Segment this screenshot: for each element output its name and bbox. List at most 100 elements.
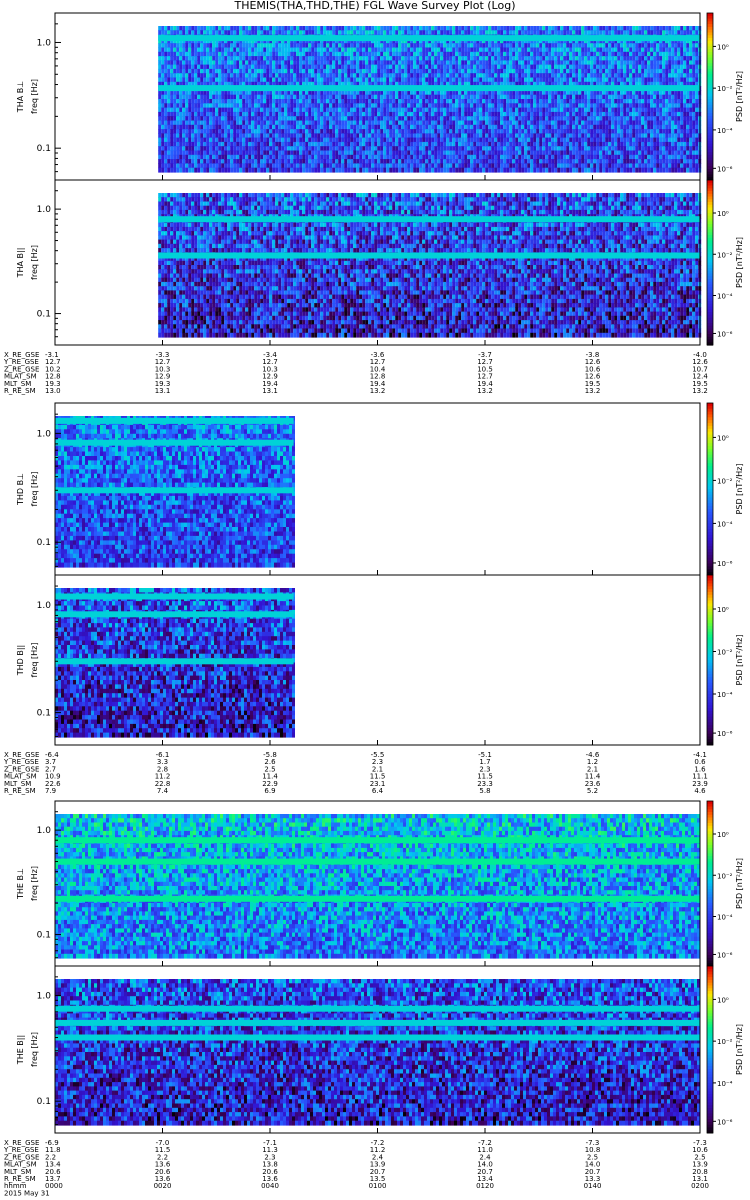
psd-cell (239, 146, 242, 151)
psd-cell (173, 65, 176, 70)
psd-cell (416, 121, 419, 126)
psd-cell (389, 103, 392, 108)
psd-cell (209, 112, 212, 117)
psd-cell (326, 60, 329, 65)
psd-cell (188, 142, 191, 147)
psd-cell (170, 60, 173, 65)
psd-cell (362, 151, 365, 156)
psd-cell (293, 103, 296, 108)
psd-cell (182, 129, 185, 134)
psd-cell (314, 146, 317, 151)
psd-cell (275, 108, 278, 113)
psd-cell (350, 48, 353, 53)
psd-cell (236, 121, 239, 126)
psd-cell (185, 159, 188, 164)
psd-cell (242, 65, 245, 70)
psd-cell (158, 159, 161, 164)
psd-cell (206, 125, 209, 130)
psd-cell (362, 52, 365, 57)
psd-cell (401, 26, 404, 31)
psd-cell (398, 99, 401, 104)
psd-cell (350, 60, 353, 65)
psd-cell (404, 129, 407, 134)
psd-cell (338, 60, 341, 65)
psd-cell (338, 56, 341, 61)
psd-cell (368, 138, 371, 143)
psd-cell (371, 95, 374, 100)
psd-cell (278, 108, 281, 113)
psd-cell (335, 69, 338, 74)
psd-cell (296, 26, 299, 31)
psd-cell (176, 43, 179, 48)
psd-cell (188, 60, 191, 65)
psd-cell (401, 121, 404, 126)
psd-cell (392, 116, 395, 121)
psd-cell (194, 95, 197, 100)
psd-cell (233, 90, 236, 95)
psd-cell (236, 78, 239, 83)
psd-cell (377, 151, 380, 156)
psd-cell (302, 95, 305, 100)
psd-cell (275, 73, 278, 78)
psd-cell (362, 168, 365, 173)
psd-cell (182, 60, 185, 65)
psd-cell (281, 48, 284, 53)
psd-cell (164, 95, 167, 100)
psd-cell (233, 103, 236, 108)
psd-cell (275, 146, 278, 151)
psd-cell (347, 65, 350, 70)
psd-cell (398, 116, 401, 121)
psd-cell (209, 48, 212, 53)
psd-cell (194, 151, 197, 156)
psd-cell (344, 60, 347, 65)
psd-cell (338, 133, 341, 138)
psd-cell (389, 146, 392, 151)
psd-cell (380, 133, 383, 138)
psd-cell (200, 129, 203, 134)
psd-cell (200, 78, 203, 83)
psd-cell (398, 26, 401, 31)
psd-cell (203, 108, 206, 113)
psd-cell (191, 151, 194, 156)
psd-cell (389, 52, 392, 57)
psd-cell (185, 121, 188, 126)
psd-cell (239, 116, 242, 121)
psd-cell (269, 108, 272, 113)
psd-cell (323, 65, 326, 70)
psd-cell (218, 99, 221, 104)
psd-cell (278, 56, 281, 61)
psd-cell (329, 73, 332, 78)
psd-cell (389, 95, 392, 100)
psd-cell (302, 103, 305, 108)
psd-cell (233, 65, 236, 70)
psd-cell (263, 103, 266, 108)
psd-cell (266, 65, 269, 70)
psd-cell (203, 30, 206, 35)
psd-cell (419, 129, 422, 134)
psd-cell (263, 60, 266, 65)
psd-cell (377, 133, 380, 138)
psd-cell (353, 95, 356, 100)
psd-cell (359, 69, 362, 74)
psd-cell (227, 26, 230, 31)
psd-cell (419, 151, 422, 156)
psd-cell (392, 56, 395, 61)
psd-cell (419, 52, 422, 57)
psd-cell (209, 108, 212, 113)
psd-cell (173, 133, 176, 138)
psd-cell (206, 168, 209, 173)
psd-cell (383, 56, 386, 61)
psd-cell (353, 30, 356, 35)
psd-cell (419, 138, 422, 143)
psd-cell (389, 116, 392, 121)
psd-cell (275, 52, 278, 57)
psd-cell (164, 65, 167, 70)
psd-cell (212, 78, 215, 83)
psd-cell (239, 168, 242, 173)
psd-cell (209, 125, 212, 130)
psd-cell (380, 43, 383, 48)
psd-cell (296, 133, 299, 138)
psd-cell (311, 69, 314, 74)
psd-cell (278, 159, 281, 164)
psd-cell (308, 146, 311, 151)
